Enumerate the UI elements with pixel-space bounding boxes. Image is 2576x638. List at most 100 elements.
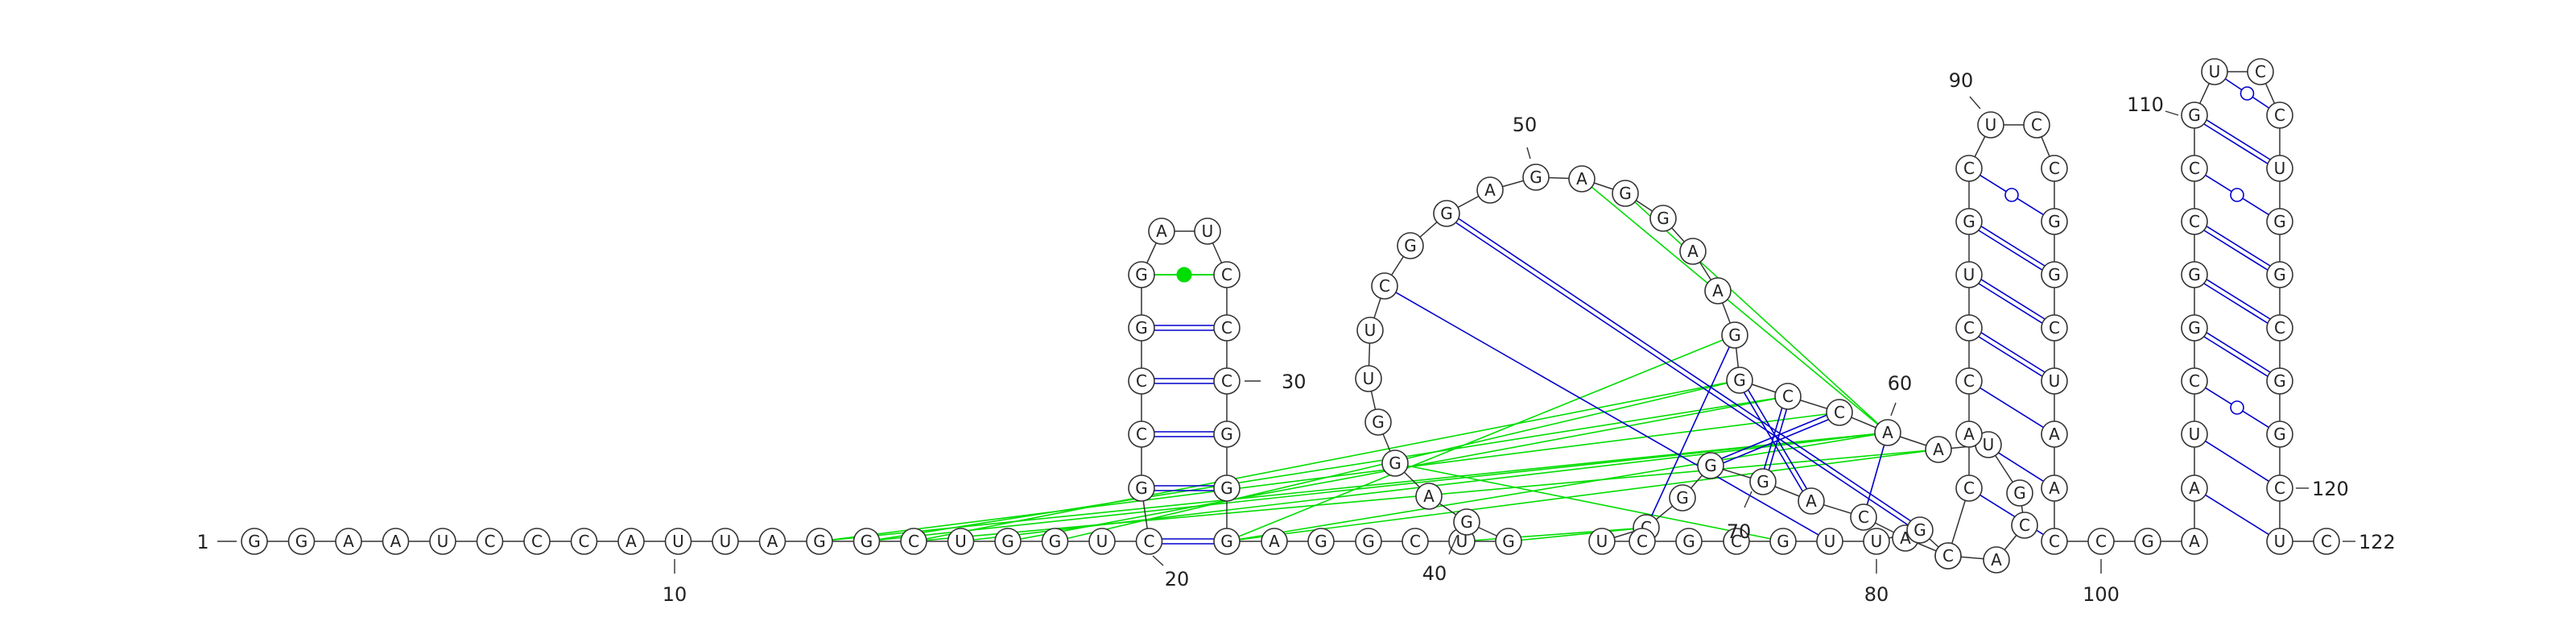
nucleotide-circle <box>1128 474 1155 502</box>
nucleotide: G <box>994 528 1022 555</box>
nucleotide-circle <box>1649 205 1677 232</box>
base-pair-line <box>2205 440 2269 483</box>
nucleotide: C <box>1723 528 1750 555</box>
nucleotide-letter: U <box>1596 532 1608 551</box>
base-pair-line <box>1743 392 1803 492</box>
nucleotide-circle <box>1955 155 1983 182</box>
nucleotide-letter: G <box>2188 265 2201 284</box>
nucleotide-circle <box>1588 528 1616 555</box>
nucleotide-circle <box>2181 314 2208 342</box>
nucleotide-circle <box>2201 58 2228 85</box>
noncanonical-pair-symbol <box>2240 86 2255 101</box>
nucleotide-circle <box>1955 208 1983 235</box>
nucleotide: A <box>1704 277 1732 304</box>
nucleotide: G <box>1453 508 1480 536</box>
nucleotide-circle <box>1397 232 1424 259</box>
nucleotide-circle <box>1798 487 1825 515</box>
nucleotide-letter: G <box>1676 488 1689 508</box>
nucleotide-letter: G <box>1502 532 1515 551</box>
nucleotide-circle <box>1629 528 1656 555</box>
nucleotide-letter: G <box>1315 532 1327 551</box>
nucleotide-circle <box>2023 111 2050 139</box>
nucleotide: G <box>2134 528 2161 555</box>
nucleotide: A <box>617 528 645 555</box>
tertiary-interaction-line <box>1226 432 1889 542</box>
nucleotide: G <box>2266 420 2293 448</box>
nucleotide-circle <box>1697 452 1724 479</box>
nucleotide-letter: G <box>1757 472 1769 491</box>
nucleotide-letter: A <box>1882 423 1893 442</box>
nucleotide: G <box>1669 484 1696 512</box>
nucleotide: A <box>2041 474 2068 502</box>
noncanonical-pair-symbol <box>2230 188 2244 202</box>
nucleotide-letter: G <box>2048 265 2061 284</box>
nucleotide: C <box>570 528 598 555</box>
nucleotide-letter: G <box>1682 532 1695 551</box>
nucleotide-circle <box>1194 218 1221 245</box>
position-label-80: 80 <box>1864 583 1889 606</box>
nucleotide: C <box>2041 155 2068 182</box>
position-tick <box>2165 110 2179 116</box>
nucleotide-letter: U <box>2209 62 2221 81</box>
nucleotide-circle <box>1726 367 1753 394</box>
nucleotide-circle <box>1476 176 1504 204</box>
nucleotide-circle <box>1381 450 1409 477</box>
base-pair-line <box>1866 445 1885 505</box>
nucleotide-circle <box>476 528 504 555</box>
nucleotide-circle <box>1816 528 1843 555</box>
nucleotide: C <box>2087 528 2115 555</box>
position-label-20: 20 <box>1165 568 1190 590</box>
nucleotide: G <box>1397 232 1424 259</box>
nucleotide-letter: C <box>2049 159 2060 178</box>
nucleotide: G <box>1364 408 1392 436</box>
nucleotide-circle <box>2247 58 2274 85</box>
base-pairs <box>1154 78 2271 545</box>
nucleotide-circle <box>2041 528 2068 555</box>
nucleotide: A <box>1476 176 1504 204</box>
nucleotide-circle <box>1721 321 1748 349</box>
nucleotide-letter: A <box>1712 281 1724 300</box>
nucleotide-letter: G <box>2188 106 2201 125</box>
base-pair-line <box>2203 230 2268 271</box>
nucleotide-circle <box>1213 314 1241 342</box>
nucleotide-letter: U <box>1096 532 1108 551</box>
nucleotide-circle <box>947 528 975 555</box>
nucleotide-circle <box>617 528 645 555</box>
nucleotide-letter: C <box>2274 106 2285 125</box>
nucleotide-circle <box>2313 528 2340 555</box>
nucleotide-letter: G <box>1389 454 1402 473</box>
nucleotide: G <box>2181 102 2208 129</box>
nucleotide-letter: C <box>1963 318 1975 338</box>
nucleotide-circle <box>2266 474 2293 502</box>
nucleotide-circle <box>429 528 456 555</box>
nucleotide-letter: G <box>1530 168 1542 187</box>
nucleotide-circle <box>1955 367 1983 395</box>
base-pair-line <box>2203 336 2268 377</box>
nucleotide-circle <box>570 528 598 555</box>
nucleotide: C <box>1213 314 1241 342</box>
nucleotide: C <box>2266 474 2293 502</box>
nucleotide-circle <box>2181 420 2208 448</box>
nucleotide-letter: G <box>1619 184 1632 203</box>
nucleotide-letter: A <box>1576 169 1587 188</box>
nucleotide: C <box>1955 155 1983 182</box>
nucleotide: G <box>1128 314 1155 342</box>
nucleotide-letter: C <box>1963 371 1975 391</box>
nucleotide-letter: C <box>1136 371 1147 391</box>
nucleotide-circle <box>287 528 316 555</box>
nucleotide-letter: A <box>625 532 637 551</box>
nucleotide: C <box>2023 111 2050 139</box>
nucleotide-letter: C <box>2189 212 2200 231</box>
nucleotide-circle <box>1453 508 1480 536</box>
nucleotide-letter: C <box>2049 318 2060 338</box>
nucleotide-letter: G <box>1460 512 1473 532</box>
nucleotide-circle <box>806 528 833 555</box>
nucleotide: U <box>2201 58 2228 85</box>
nucleotide: G <box>2006 479 2033 507</box>
nucleotide: G <box>1128 261 1155 288</box>
nucleotide-circle <box>2266 261 2293 288</box>
nucleotide-circle <box>1213 367 1241 395</box>
nucleotide-letter: G <box>1777 532 1790 551</box>
nucleotide-circle <box>241 528 268 555</box>
nucleotide: C <box>1128 420 1155 448</box>
